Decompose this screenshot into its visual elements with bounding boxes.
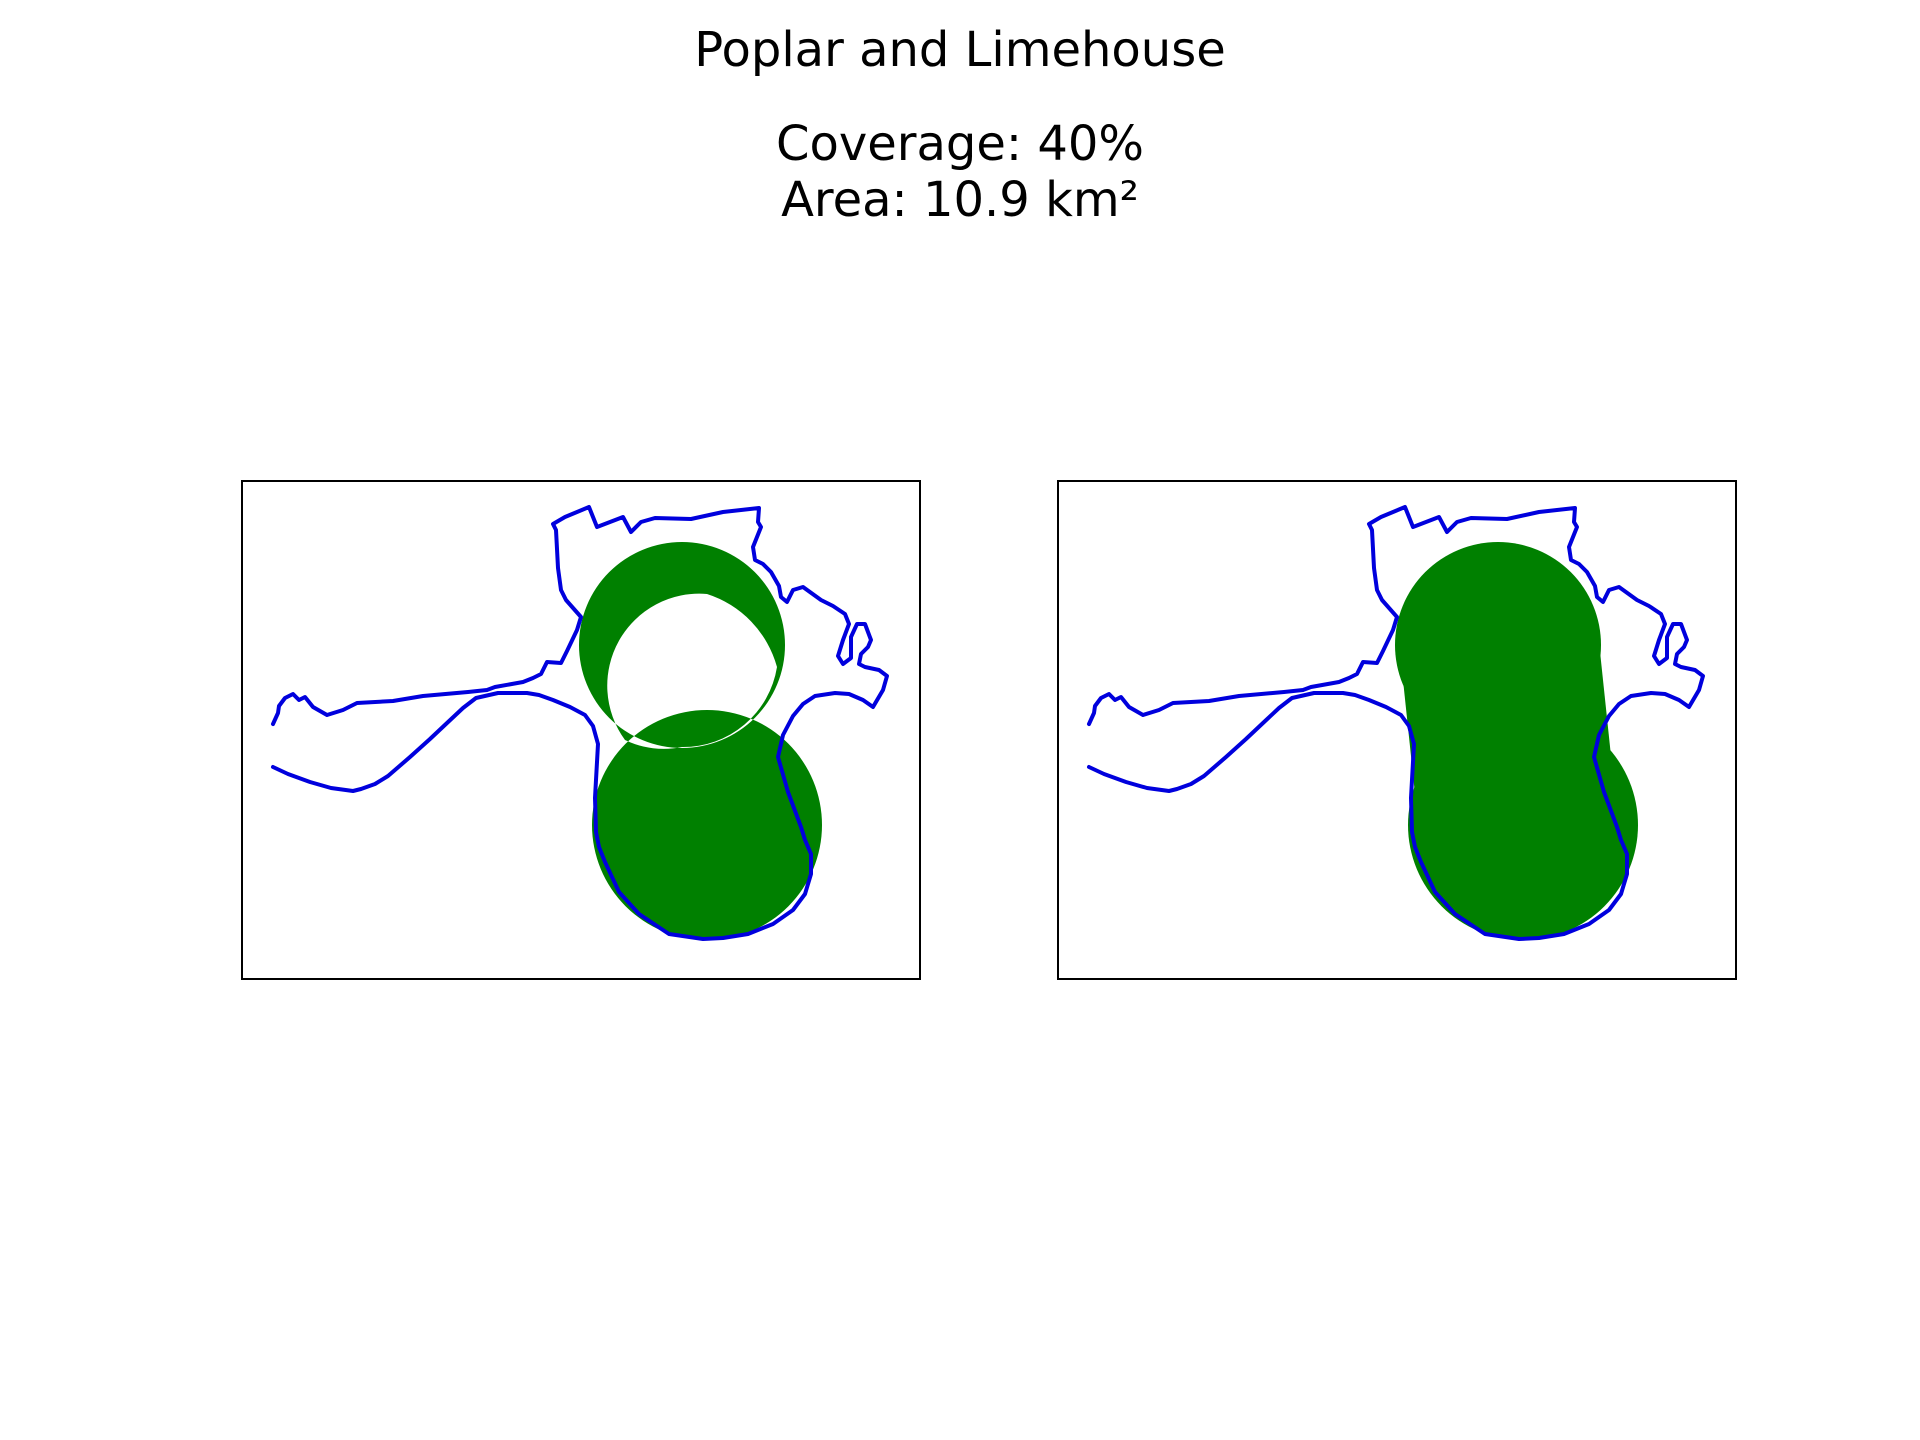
district-boundary-left: [271, 505, 889, 941]
figure-title: Poplar and Limehouse: [694, 22, 1226, 78]
coverage-bridge: [1399, 642, 1619, 832]
map-left: [271, 505, 889, 941]
area-label: Area: 10.9 km²: [781, 172, 1139, 228]
district-boundary-right: [1087, 505, 1705, 941]
map-panel-left: [241, 480, 921, 980]
map-right: [1087, 505, 1705, 941]
map-panel-right: [1057, 480, 1737, 980]
coverage-label: Coverage: 40%: [775, 116, 1145, 172]
coverage-area-left: [579, 542, 822, 940]
figure-subtitle: Coverage: 40% Area: 10.9 km²: [0, 116, 1920, 228]
coverage-ring: [579, 542, 822, 940]
coverage-area-right: [1395, 542, 1638, 940]
